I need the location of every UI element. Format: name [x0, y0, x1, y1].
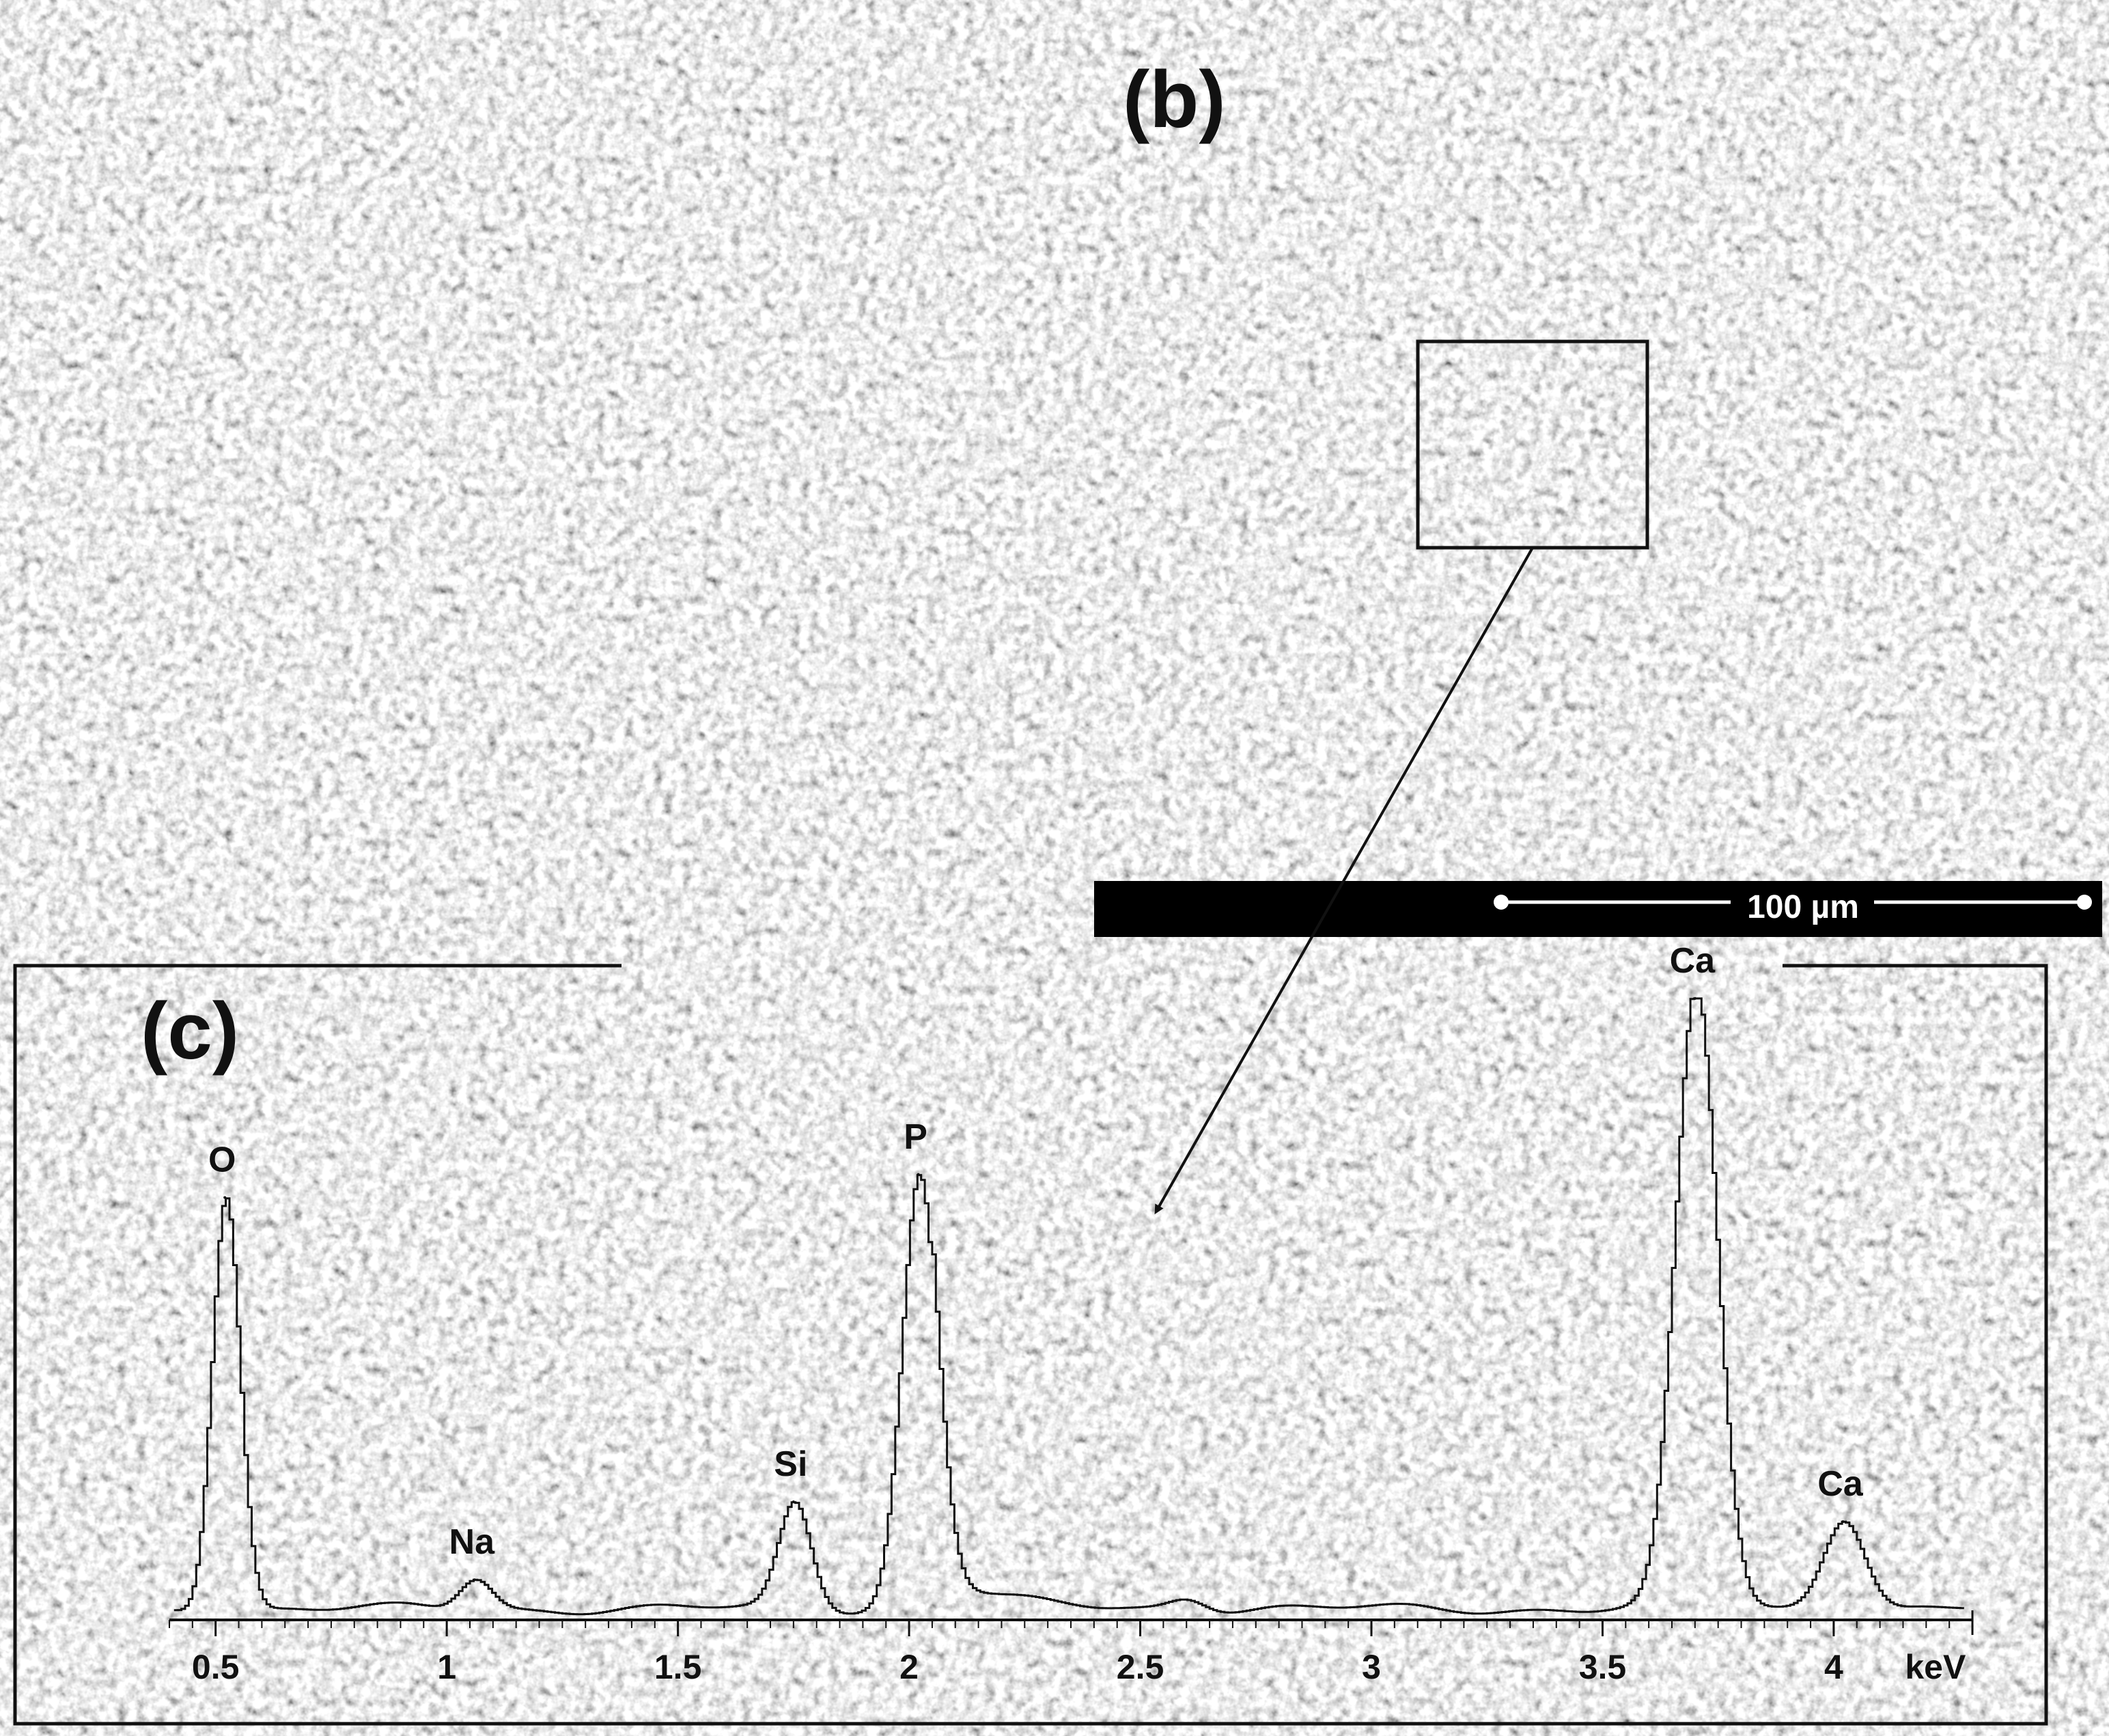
peak-point-ca: [1841, 1520, 1845, 1524]
scale-bar-endpoint-right-a: [995, 895, 1010, 910]
scale-text-bg-a: [656, 885, 799, 921]
x-tick-label: 1: [437, 1648, 456, 1686]
scale-text-b: 100 µm: [1747, 889, 1859, 925]
x-tick-label: 3: [1362, 1648, 1381, 1686]
panel-c-frame: [13, 964, 2048, 1726]
peak-label-o: O: [208, 1140, 236, 1179]
scale-bar-endpoint-right-b: [2077, 895, 2092, 910]
x-unit-label: keV: [1905, 1648, 1966, 1686]
panel-label-c: (c): [141, 986, 239, 1076]
peak-point-ca: [1693, 997, 1696, 1000]
x-tick-label: 2.5: [1117, 1648, 1164, 1686]
panel-c: (c) 0.5 1 1.5 2 2.5 3 3.5 4 keV O Na Si P Ca Ca: [13, 941, 2048, 1726]
panel-a: 200 µm (a): [15, 19, 1023, 937]
peak-point-o: [223, 1196, 227, 1199]
sem-image-a: [15, 19, 1023, 881]
peak-label-na: Na: [449, 1522, 496, 1562]
spectrum-line: [173, 997, 1964, 1616]
scale-text-bg-b: [1731, 885, 1874, 921]
scale-bar-strip-b: [1094, 881, 2102, 937]
scale-bar-strip-a: [15, 881, 1023, 937]
x-tick-label: 4: [1824, 1648, 1843, 1686]
peak-point-si: [792, 1500, 795, 1504]
scale-bar-endpoint-left-a: [413, 895, 428, 910]
peak-label-p: P: [904, 1117, 927, 1157]
x-tick-label: 2: [899, 1648, 919, 1686]
peak-label-si: Si: [774, 1444, 807, 1484]
scale-bar-endpoint-left-b: [1494, 895, 1509, 910]
panel-b: 100 µm (b): [1094, 19, 2102, 937]
x-tick-label: 0.5: [192, 1648, 240, 1686]
panel-label-a: (a): [38, 55, 137, 145]
peak-label-ca: Ca: [1817, 1464, 1864, 1504]
panel-label-b: (b): [1123, 55, 1226, 145]
eds-spectrum-plot: 0.5 1 1.5 2 2.5 3 3.5 4 keV O Na Si P Ca Ca: [169, 941, 1974, 1686]
peak-point-p: [917, 1173, 920, 1176]
scale-text-a: 200 µm: [672, 889, 784, 925]
sem-image-b: [1094, 19, 2102, 881]
x-tick-label: 1.5: [654, 1648, 702, 1686]
peak-point-na: [473, 1578, 476, 1582]
connector-arrow: [1154, 547, 1534, 1215]
x-tick-label: 3.5: [1579, 1648, 1627, 1686]
peak-label-ca: Ca: [1670, 941, 1716, 981]
